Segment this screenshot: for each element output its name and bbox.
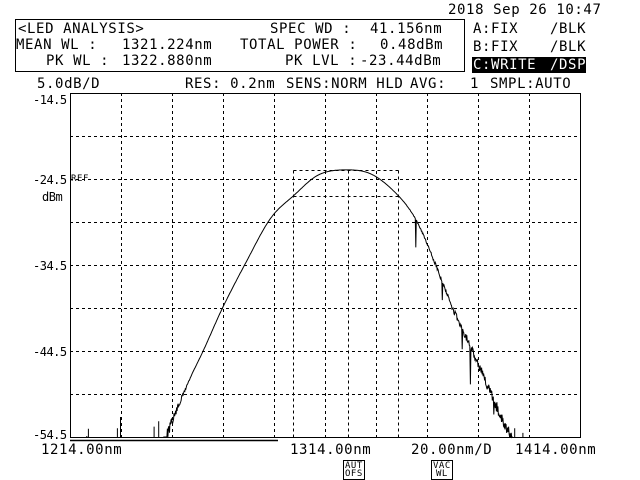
scale-setting: 5.0dB/D [37, 76, 101, 92]
avg-label: AVG: [410, 76, 447, 92]
x-start-label: 1214.00nm [41, 442, 123, 458]
mean-wl-value: 1321.224nm [122, 37, 213, 53]
ofs-text: OFS [345, 469, 363, 479]
plot-frame [70, 93, 581, 438]
pk-wl-value: 1322.880nm [122, 53, 213, 69]
y-tick-top: -14.5 [33, 93, 67, 107]
aut-text: AUT [345, 461, 363, 471]
x-span-label: 20.00nm/D [411, 442, 493, 458]
pk-wl-label: PK WL : [46, 53, 110, 69]
pk-lvl-label: PK LVL : [285, 53, 358, 69]
trace-c-mode: /DSP [550, 57, 587, 73]
trace-b-mode: /BLK [550, 39, 587, 55]
trace-c-name: C:WRITE [473, 57, 537, 73]
res-setting: RES: 0.2nm [185, 76, 276, 92]
y-unit: dBm [42, 190, 63, 204]
grid [70, 93, 580, 437]
y-tick-bottom: -54.5 [33, 428, 67, 442]
analysis-title: <LED ANALYSIS> [18, 21, 145, 37]
analysis-panel: <LED ANALYSIS> MEAN WL : 1321.224nm PK W… [15, 19, 465, 72]
vac-text: VAC [433, 461, 451, 471]
trace-a-name: A:FIX [473, 21, 519, 37]
aut-ofs-badge[interactable]: AUT OFS [343, 460, 365, 480]
spec-width-box [293, 170, 399, 437]
total-power-value: 0.48dBm [380, 37, 444, 53]
x-stop-label: 1414.00nm [515, 442, 597, 458]
y-tick-3: -34.5 [33, 259, 67, 273]
pk-lvl-value: -23.44dBm [360, 53, 442, 69]
wl-text: WL [435, 469, 448, 479]
trace-c-active[interactable]: C:WRITE /DSP [472, 57, 586, 73]
spec-wd-label: SPEC WD : [270, 21, 352, 37]
datetime: 2018 Sep 26 10:47 [448, 2, 602, 18]
trace-a-mode: /BLK [550, 21, 587, 37]
total-power-label: TOTAL POWER : [240, 37, 358, 53]
mean-wl-label: MEAN WL : [16, 37, 98, 53]
x-center-label: 1314.00nm [290, 442, 372, 458]
ref-marker: REF [71, 174, 90, 184]
trace-b-name: B:FIX [473, 39, 519, 55]
sens-setting: SENS:NORM HLD [286, 76, 404, 92]
y-tick-ref: -24.5 [33, 173, 67, 187]
vac-wl-badge[interactable]: VAC WL [431, 460, 453, 480]
spectrum-trace [86, 169, 524, 439]
smpl-setting: SMPL:AUTO [490, 76, 572, 92]
spec-wd-value: 41.156nm [370, 21, 443, 37]
y-tick-4: -44.5 [33, 345, 67, 359]
avg-value: 1 [470, 76, 480, 92]
